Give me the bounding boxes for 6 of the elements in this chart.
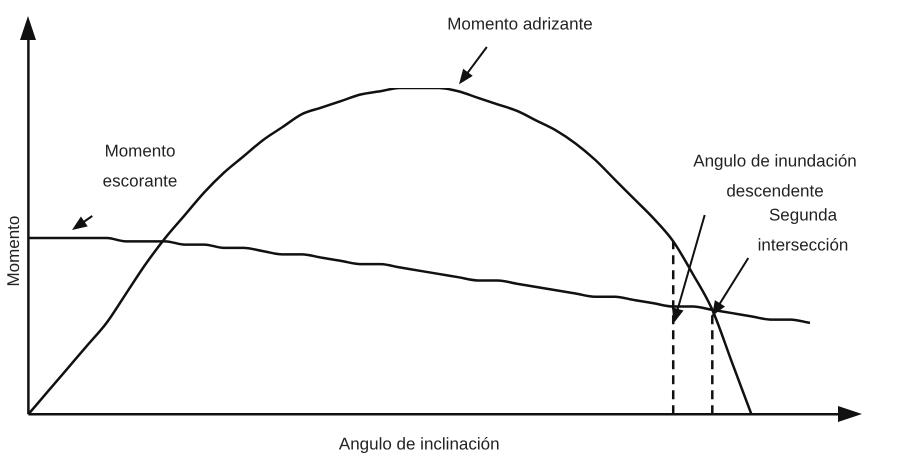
annotation: Segunda intersección: [758, 206, 848, 255]
x-axis-title: Angulo de inclinación: [338, 434, 500, 454]
annotation: Momento escorante: [102, 142, 178, 191]
y-axis-title: Momento: [4, 216, 23, 287]
annotation: Angulo de inundación descendente: [693, 152, 857, 201]
text: Momento adrizante: [447, 14, 593, 34]
